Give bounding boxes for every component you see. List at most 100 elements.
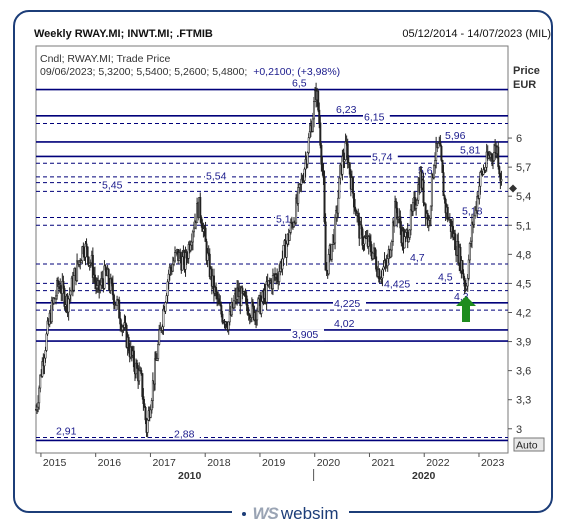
candle-body (382, 266, 385, 271)
level-label: 5,81 (460, 144, 481, 156)
candle-body (202, 228, 205, 232)
level-label: 3,905 (292, 329, 318, 341)
x-decade-label: 2010 (178, 470, 202, 482)
candle-body (260, 301, 263, 314)
level-label: 5,54 (206, 171, 227, 183)
candle-body (68, 294, 71, 300)
level-label-bg (101, 179, 128, 191)
buy-arrow-icon (456, 296, 476, 306)
candle-body (227, 321, 230, 330)
candle-body (353, 192, 356, 208)
x-tick-label: 2019 (262, 457, 286, 469)
candle-body (45, 333, 48, 351)
buy-arrow-shaft (462, 306, 470, 322)
level-label: 4,225 (334, 298, 360, 310)
candle-body (427, 219, 430, 226)
candle-body (59, 284, 62, 293)
candle-body (395, 201, 398, 209)
candle-body (318, 109, 321, 124)
candle-body (337, 197, 340, 214)
candle-body (442, 172, 445, 196)
candle-body (221, 313, 224, 323)
candle-body (423, 202, 426, 205)
candle-body (440, 145, 443, 161)
info-box: Cndl; RWAY.MI; Trade Price 09/06/2023; 5… (40, 53, 340, 78)
candle-body (338, 177, 341, 199)
brand-dot-icon (242, 512, 247, 516)
candle-body (39, 374, 42, 389)
candle-body (478, 185, 481, 199)
candle-body (190, 241, 193, 246)
candle-body (67, 298, 70, 313)
candle-body (86, 246, 89, 258)
candle-body (161, 326, 164, 331)
candle-body (351, 177, 354, 194)
candle-body (91, 254, 94, 278)
candle-body (493, 152, 496, 161)
chart-title: Weekly RWAY.MI; INWT.MI; .FTMIB (34, 28, 213, 40)
y-tick-label: 3 (516, 424, 522, 436)
candle-body (466, 277, 469, 287)
candle-body (407, 237, 410, 242)
candle-body (111, 283, 114, 296)
candle-body (256, 310, 259, 321)
candle-body (443, 195, 446, 200)
candle-body (246, 304, 249, 315)
level-label-bg (291, 77, 312, 89)
candle-body (265, 281, 268, 303)
candle-body (146, 419, 149, 433)
candle-body (374, 247, 377, 258)
candle-body (390, 241, 393, 251)
level-label: 2,88 (174, 428, 195, 440)
candle-body (463, 277, 466, 287)
candle-body (132, 350, 135, 368)
candle-body (322, 170, 325, 178)
candle-body (257, 298, 260, 312)
candle-body (118, 299, 121, 319)
candle-body (153, 358, 156, 385)
candle-body (375, 256, 378, 270)
candle-body (36, 406, 39, 410)
candle-body (204, 227, 207, 242)
level-label: 5,74 (372, 151, 393, 163)
candle-body (324, 221, 327, 271)
auto-button-label[interactable]: Auto (516, 440, 538, 452)
auto-scale-button[interactable]: Auto (513, 437, 545, 452)
candle-body (389, 249, 392, 258)
candle-body (142, 396, 145, 405)
candle-body (429, 205, 432, 219)
candle-body (469, 240, 472, 244)
candle-body (110, 278, 113, 284)
candle-body (462, 273, 465, 279)
candle-body (446, 207, 449, 220)
level-label: 4,7 (410, 252, 425, 264)
candle-body (288, 232, 291, 241)
candle-body (250, 301, 253, 318)
candle-body (189, 244, 192, 251)
candle-body (278, 271, 281, 282)
candle-body (476, 196, 479, 211)
candle-body (167, 273, 170, 283)
candle-body (38, 387, 41, 404)
candle-body (171, 263, 174, 272)
level-label-bg (371, 151, 398, 163)
candle-body (218, 298, 221, 305)
auto-button-box[interactable] (513, 437, 545, 452)
candle-body (319, 122, 322, 146)
candle-body (245, 295, 248, 306)
candle-body (52, 297, 55, 304)
level-label-bg (453, 290, 474, 302)
candle-body (276, 274, 279, 280)
candle-body (422, 179, 425, 203)
candle-body (127, 337, 130, 351)
candle-body (271, 274, 274, 289)
candle-body (44, 350, 47, 359)
level-label-bg (459, 144, 486, 156)
candle-body (43, 357, 46, 367)
candle-body (439, 142, 442, 147)
candle-body (484, 166, 487, 171)
candle-body (498, 166, 501, 175)
candle-body (200, 217, 203, 224)
candle-body (437, 143, 440, 149)
